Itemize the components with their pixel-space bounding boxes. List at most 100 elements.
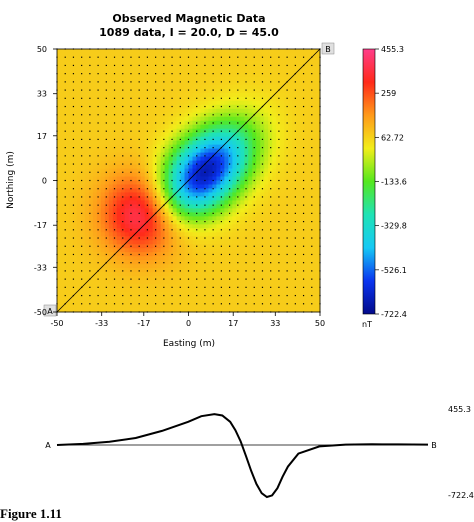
heatmap-cell <box>57 296 62 301</box>
heatmap-cell <box>104 168 110 173</box>
heatmap-cell <box>288 112 293 118</box>
heatmap-cell <box>136 188 142 193</box>
heatmap-cell <box>204 76 209 82</box>
grid-point <box>270 270 272 272</box>
heatmap-cell <box>276 176 281 181</box>
grid-point <box>187 286 190 288</box>
heatmap-cell <box>57 244 62 249</box>
grid-point <box>278 286 280 288</box>
heatmap-cell <box>256 132 261 138</box>
heatmap-cell <box>224 264 229 269</box>
grid-point <box>220 278 222 280</box>
heatmap-cell <box>296 264 301 269</box>
heatmap-cell <box>264 152 269 157</box>
heatmap-cell <box>300 168 305 173</box>
heatmap-cell <box>120 92 126 98</box>
heatmap-cell <box>228 248 233 253</box>
heatmap-cell <box>100 180 106 185</box>
heatmap-cell <box>244 308 249 313</box>
grid-point <box>261 286 264 288</box>
heatmap-cell <box>256 264 261 269</box>
heatmap-cell <box>192 128 197 134</box>
grid-point <box>302 204 305 206</box>
heatmap-cell <box>192 268 197 273</box>
heatmap-cell <box>224 72 229 78</box>
heatmap-cell <box>260 292 265 297</box>
grid-point <box>302 229 305 231</box>
heatmap-cell <box>208 96 213 102</box>
heatmap-cell <box>84 84 90 90</box>
heatmap-cell <box>132 236 138 241</box>
grid-point <box>89 303 91 305</box>
heatmap-cell <box>196 188 201 193</box>
heatmap-cell <box>244 108 249 114</box>
heatmap-cell <box>128 196 134 201</box>
heatmap-cell <box>204 208 209 213</box>
heatmap-cell <box>204 88 209 94</box>
heatmap-cell <box>148 240 154 245</box>
heatmap-cell <box>96 56 102 62</box>
grid-point <box>294 286 296 288</box>
heatmap-cell <box>284 196 289 201</box>
heatmap-cell <box>196 304 201 309</box>
heatmap-cell <box>108 292 114 297</box>
grid-point <box>113 245 116 247</box>
heatmap-cell <box>236 204 241 209</box>
heatmap-cell <box>176 172 181 177</box>
grid-point <box>253 220 255 223</box>
heatmap-cell <box>176 216 181 221</box>
heatmap-cell <box>128 184 134 189</box>
heatmap-cell <box>92 284 98 289</box>
heatmap-cell <box>160 172 165 177</box>
heatmap-cell <box>276 60 281 66</box>
heatmap-cell <box>240 60 245 66</box>
heatmap-cell <box>240 264 245 269</box>
heatmap-cell <box>192 60 197 66</box>
heatmap-cell <box>76 132 82 138</box>
heatmap-cell <box>292 140 297 146</box>
heatmap-cell <box>252 84 257 90</box>
heatmap-cell <box>240 224 245 229</box>
heatmap-cell <box>152 80 158 86</box>
grid-point <box>130 245 132 247</box>
heatmap-cell <box>172 104 177 110</box>
heatmap-cell <box>236 100 241 106</box>
heatmap-cell <box>304 49 309 54</box>
heatmap-cell <box>292 68 297 74</box>
heatmap-cell <box>300 204 305 209</box>
heatmap-cell <box>196 296 201 301</box>
heatmap-cell <box>104 204 110 209</box>
heatmap-cell <box>240 76 245 82</box>
heatmap-cell <box>164 212 169 217</box>
heatmap-cell <box>192 244 197 249</box>
heatmap-cell <box>196 252 201 257</box>
heatmap-cell <box>184 136 189 142</box>
heatmap-cell <box>308 216 313 221</box>
heatmap-cell <box>284 188 289 193</box>
heatmap-cell <box>124 92 130 98</box>
heatmap-cell <box>228 144 233 150</box>
heatmap-cell <box>264 228 269 233</box>
grid-point <box>245 163 247 165</box>
heatmap-cell <box>316 300 321 305</box>
heatmap-cell <box>260 220 265 225</box>
heatmap-cell <box>92 264 98 269</box>
grid-point <box>261 220 264 223</box>
heatmap-cell <box>112 64 118 70</box>
heatmap-cell <box>92 132 98 138</box>
heatmap-cell <box>280 252 285 257</box>
heatmap-cell <box>104 244 110 249</box>
heatmap-cell <box>92 120 98 126</box>
heatmap-cell <box>260 49 265 54</box>
heatmap-cell <box>128 296 134 301</box>
heatmap-cell <box>168 156 173 161</box>
heatmap-cell <box>96 160 102 165</box>
heatmap-cell <box>220 168 225 173</box>
heatmap-cell <box>104 112 110 118</box>
heatmap-cell <box>57 212 62 217</box>
heatmap-cell <box>172 120 177 126</box>
heatmap-cell <box>164 296 169 301</box>
heatmap-cell <box>228 204 233 209</box>
grid-point <box>171 188 173 190</box>
heatmap-cell <box>232 172 237 177</box>
